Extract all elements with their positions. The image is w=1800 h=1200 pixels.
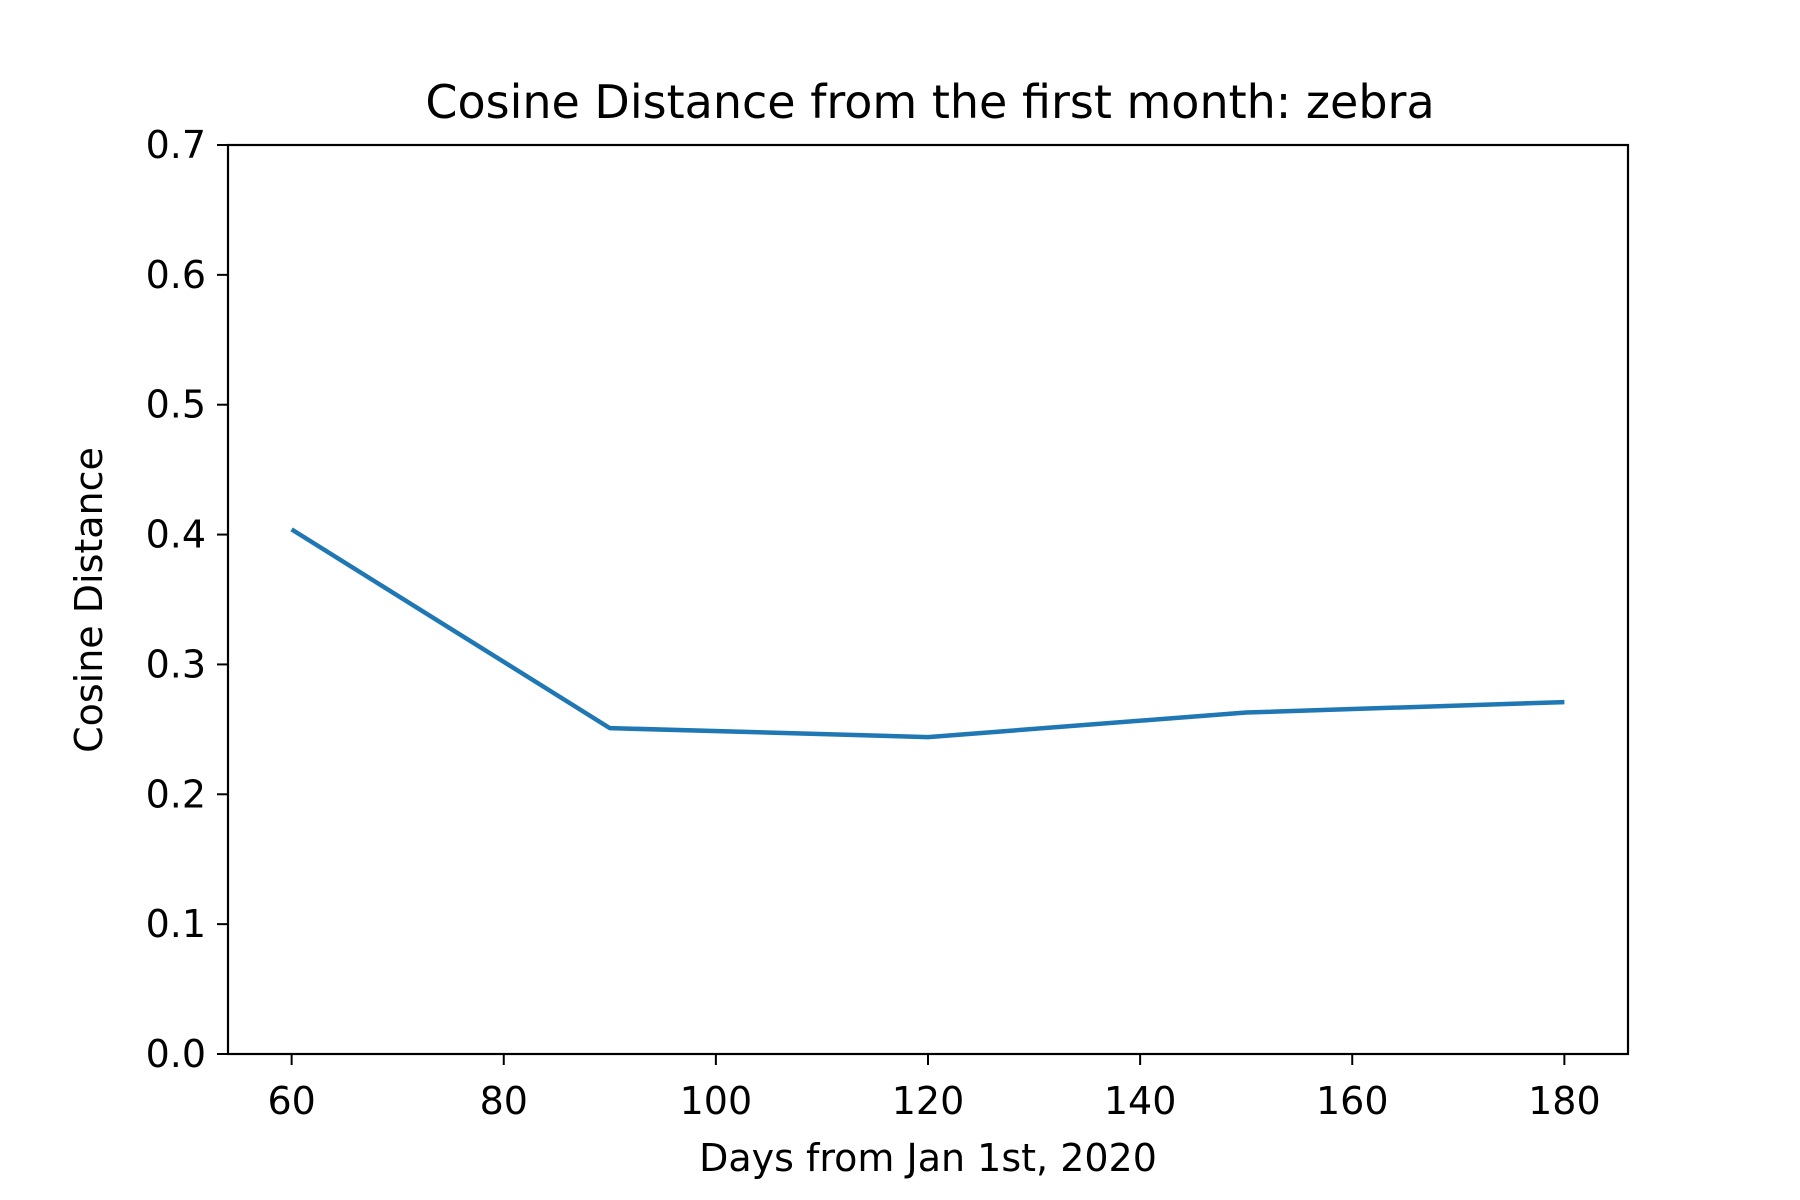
y-tick-label: 0.6	[146, 253, 206, 297]
plot-area: 60 80 100 120 140 160 180 0.00.10.20.30.40.50.…	[146, 123, 1630, 1123]
y-tick-label: 0.5	[146, 383, 206, 427]
x-tick-label: 60	[267, 1079, 315, 1123]
x-axis: 60 80 100 120 140 160 180	[267, 1054, 1601, 1123]
y-tick-label: 0.3	[146, 642, 206, 686]
x-tick-label: 160	[1316, 1079, 1389, 1123]
x-tick-label: 80	[480, 1079, 528, 1123]
x-tick-label: 180	[1528, 1079, 1601, 1123]
x-tick-label: 120	[892, 1079, 965, 1123]
chart-title: Cosine Distance from the first month: ze…	[425, 75, 1434, 129]
y-tick-label: 0.4	[146, 513, 206, 557]
x-tick-label: 100	[680, 1079, 753, 1123]
y-tick-label: 0.1	[146, 902, 206, 946]
y-tick-label: 0.0	[146, 1032, 206, 1076]
y-tick-label: 0.7	[146, 123, 206, 167]
y-axis: 0.0 0.1 0.2 0.3 0.4 0.5 0.6 0.7	[146, 123, 228, 1076]
y-tick-label: 0.2	[146, 772, 206, 816]
x-tick-label: 140	[1104, 1079, 1177, 1123]
y-axis-label: Cosine Distance	[67, 447, 111, 753]
series-layer	[290, 527, 1565, 740]
series-line	[290, 527, 1565, 740]
x-axis-label: Days from Jan 1st, 2020	[699, 1136, 1157, 1180]
